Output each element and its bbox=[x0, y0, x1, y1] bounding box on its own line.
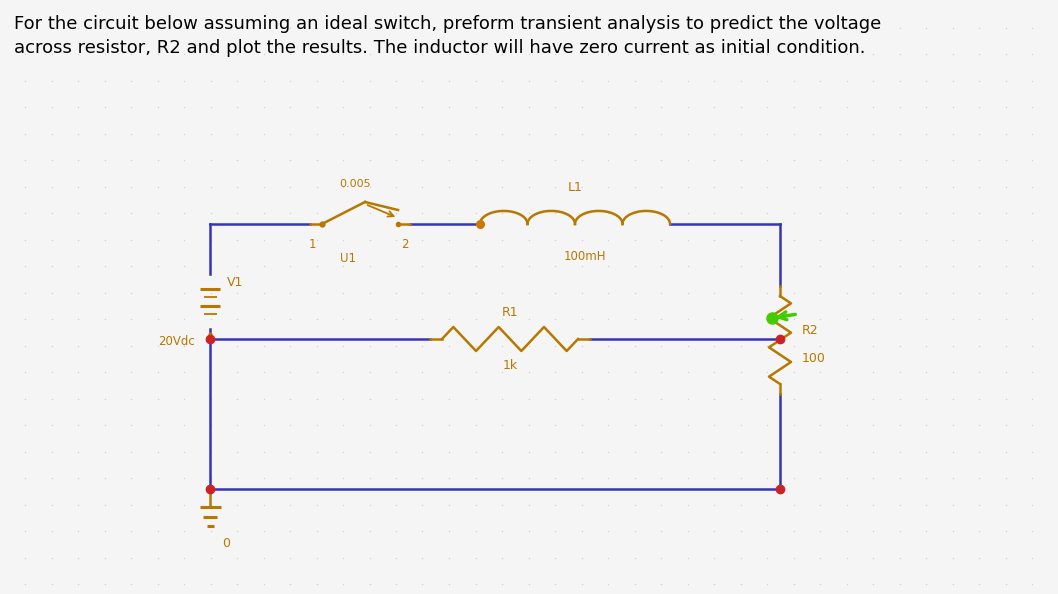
Text: U1: U1 bbox=[340, 252, 355, 265]
Text: 20Vdc: 20Vdc bbox=[159, 335, 195, 348]
Text: 100: 100 bbox=[802, 352, 826, 365]
Text: R1: R1 bbox=[501, 306, 518, 319]
Text: V1: V1 bbox=[227, 276, 243, 289]
Text: 100mH: 100mH bbox=[564, 250, 606, 263]
Text: L1: L1 bbox=[567, 181, 583, 194]
Text: 2: 2 bbox=[401, 238, 408, 251]
Text: 1k: 1k bbox=[503, 359, 517, 372]
Text: R2: R2 bbox=[802, 324, 819, 336]
Text: across resistor, R2 and plot the results. The inductor will have zero current as: across resistor, R2 and plot the results… bbox=[14, 39, 865, 56]
Text: 0: 0 bbox=[222, 537, 230, 550]
Text: 0.005: 0.005 bbox=[340, 179, 370, 189]
Text: 1: 1 bbox=[308, 238, 315, 251]
Text: For the circuit below assuming an ideal switch, preform transient analysis to pr: For the circuit below assuming an ideal … bbox=[14, 15, 881, 33]
